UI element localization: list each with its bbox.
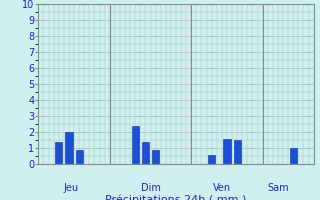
Bar [290,148,297,164]
Bar [152,150,159,164]
Text: Sam: Sam [267,183,289,193]
Bar [234,140,241,164]
Text: Précipitations 24h ( mm ): Précipitations 24h ( mm ) [105,194,247,200]
Bar [208,155,215,164]
Bar [65,132,73,164]
Bar [223,139,230,164]
Text: Dim: Dim [140,183,160,193]
Bar [132,126,139,164]
Bar [142,142,149,164]
Bar [76,150,83,164]
Text: Ven: Ven [213,183,231,193]
Text: Jeu: Jeu [64,183,79,193]
Bar [55,142,62,164]
